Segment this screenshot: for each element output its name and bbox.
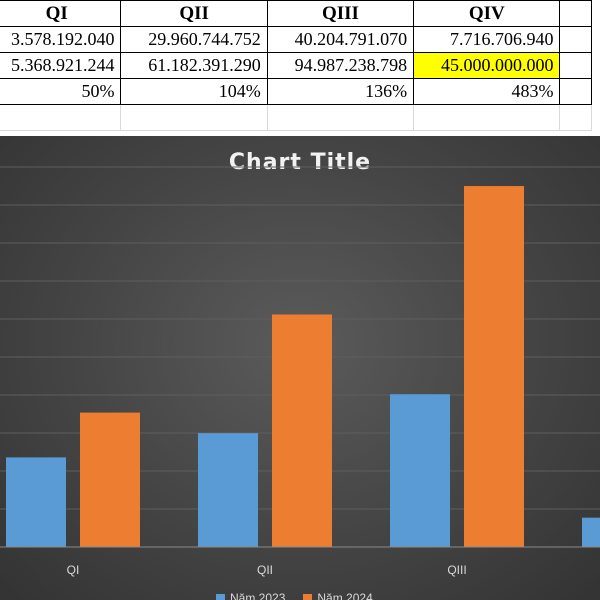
- x-tick-label: QII: [257, 563, 273, 577]
- empty-cell[interactable]: [413, 104, 561, 131]
- table-cell[interactable]: 7.716.706.940: [413, 26, 561, 53]
- empty-cell[interactable]: [0, 104, 122, 131]
- table-cell[interactable]: [559, 26, 592, 53]
- chart-title[interactable]: Chart Title: [228, 150, 372, 175]
- legend[interactable]: Năm 2023 Năm 2024: [216, 591, 373, 600]
- spreadsheet: QI QII QIII QIV 3.578.192.040 29.960.744…: [0, 0, 600, 136]
- bar[interactable]: [198, 433, 258, 547]
- bar[interactable]: [464, 186, 524, 547]
- table-cell[interactable]: 104%: [120, 78, 268, 105]
- bar[interactable]: [390, 394, 450, 547]
- highlighted-cell[interactable]: 45.000.000.000: [413, 52, 561, 79]
- table-cell[interactable]: [559, 0, 592, 27]
- table-cell[interactable]: [559, 52, 592, 79]
- header-cell-qi[interactable]: QI: [0, 0, 122, 27]
- legend-label: Năm 2024: [317, 591, 373, 600]
- legend-item: Năm 2023: [216, 591, 285, 600]
- table-cell[interactable]: 5.368.921.244: [0, 52, 122, 79]
- bar[interactable]: [272, 314, 332, 547]
- bar[interactable]: [80, 412, 140, 547]
- table-cell[interactable]: [559, 78, 592, 105]
- x-tick-label: QIII: [447, 563, 466, 577]
- table-cell[interactable]: 40.204.791.070: [266, 26, 415, 53]
- legend-label: Năm 2023: [230, 591, 286, 600]
- empty-cell[interactable]: [120, 104, 268, 131]
- legend-item: Năm 2024: [303, 591, 373, 600]
- bar[interactable]: [582, 517, 600, 547]
- header-cell-qiv[interactable]: QIV: [413, 0, 561, 27]
- table-cell[interactable]: 136%: [266, 78, 415, 105]
- empty-cell[interactable]: [559, 104, 592, 131]
- table-cell[interactable]: 61.182.391.290: [120, 52, 268, 79]
- legend-swatch: [303, 593, 313, 600]
- table-cell[interactable]: 3.578.192.040: [0, 26, 122, 53]
- header-cell-qiii[interactable]: QIII: [266, 0, 415, 27]
- header-cell-qii[interactable]: QII: [120, 0, 268, 27]
- table-cell[interactable]: 50%: [0, 78, 122, 105]
- legend-swatch: [216, 593, 225, 600]
- x-tick-label: QI: [67, 563, 80, 577]
- data-table: QI QII QIII QIV 3.578.192.040 29.960.744…: [0, 0, 592, 131]
- empty-cell[interactable]: [266, 104, 415, 131]
- table-cell[interactable]: 29.960.744.752: [120, 26, 268, 53]
- bar[interactable]: [6, 457, 66, 547]
- table-cell[interactable]: 94.987.238.798: [266, 52, 415, 79]
- table-cell[interactable]: 483%: [413, 78, 561, 105]
